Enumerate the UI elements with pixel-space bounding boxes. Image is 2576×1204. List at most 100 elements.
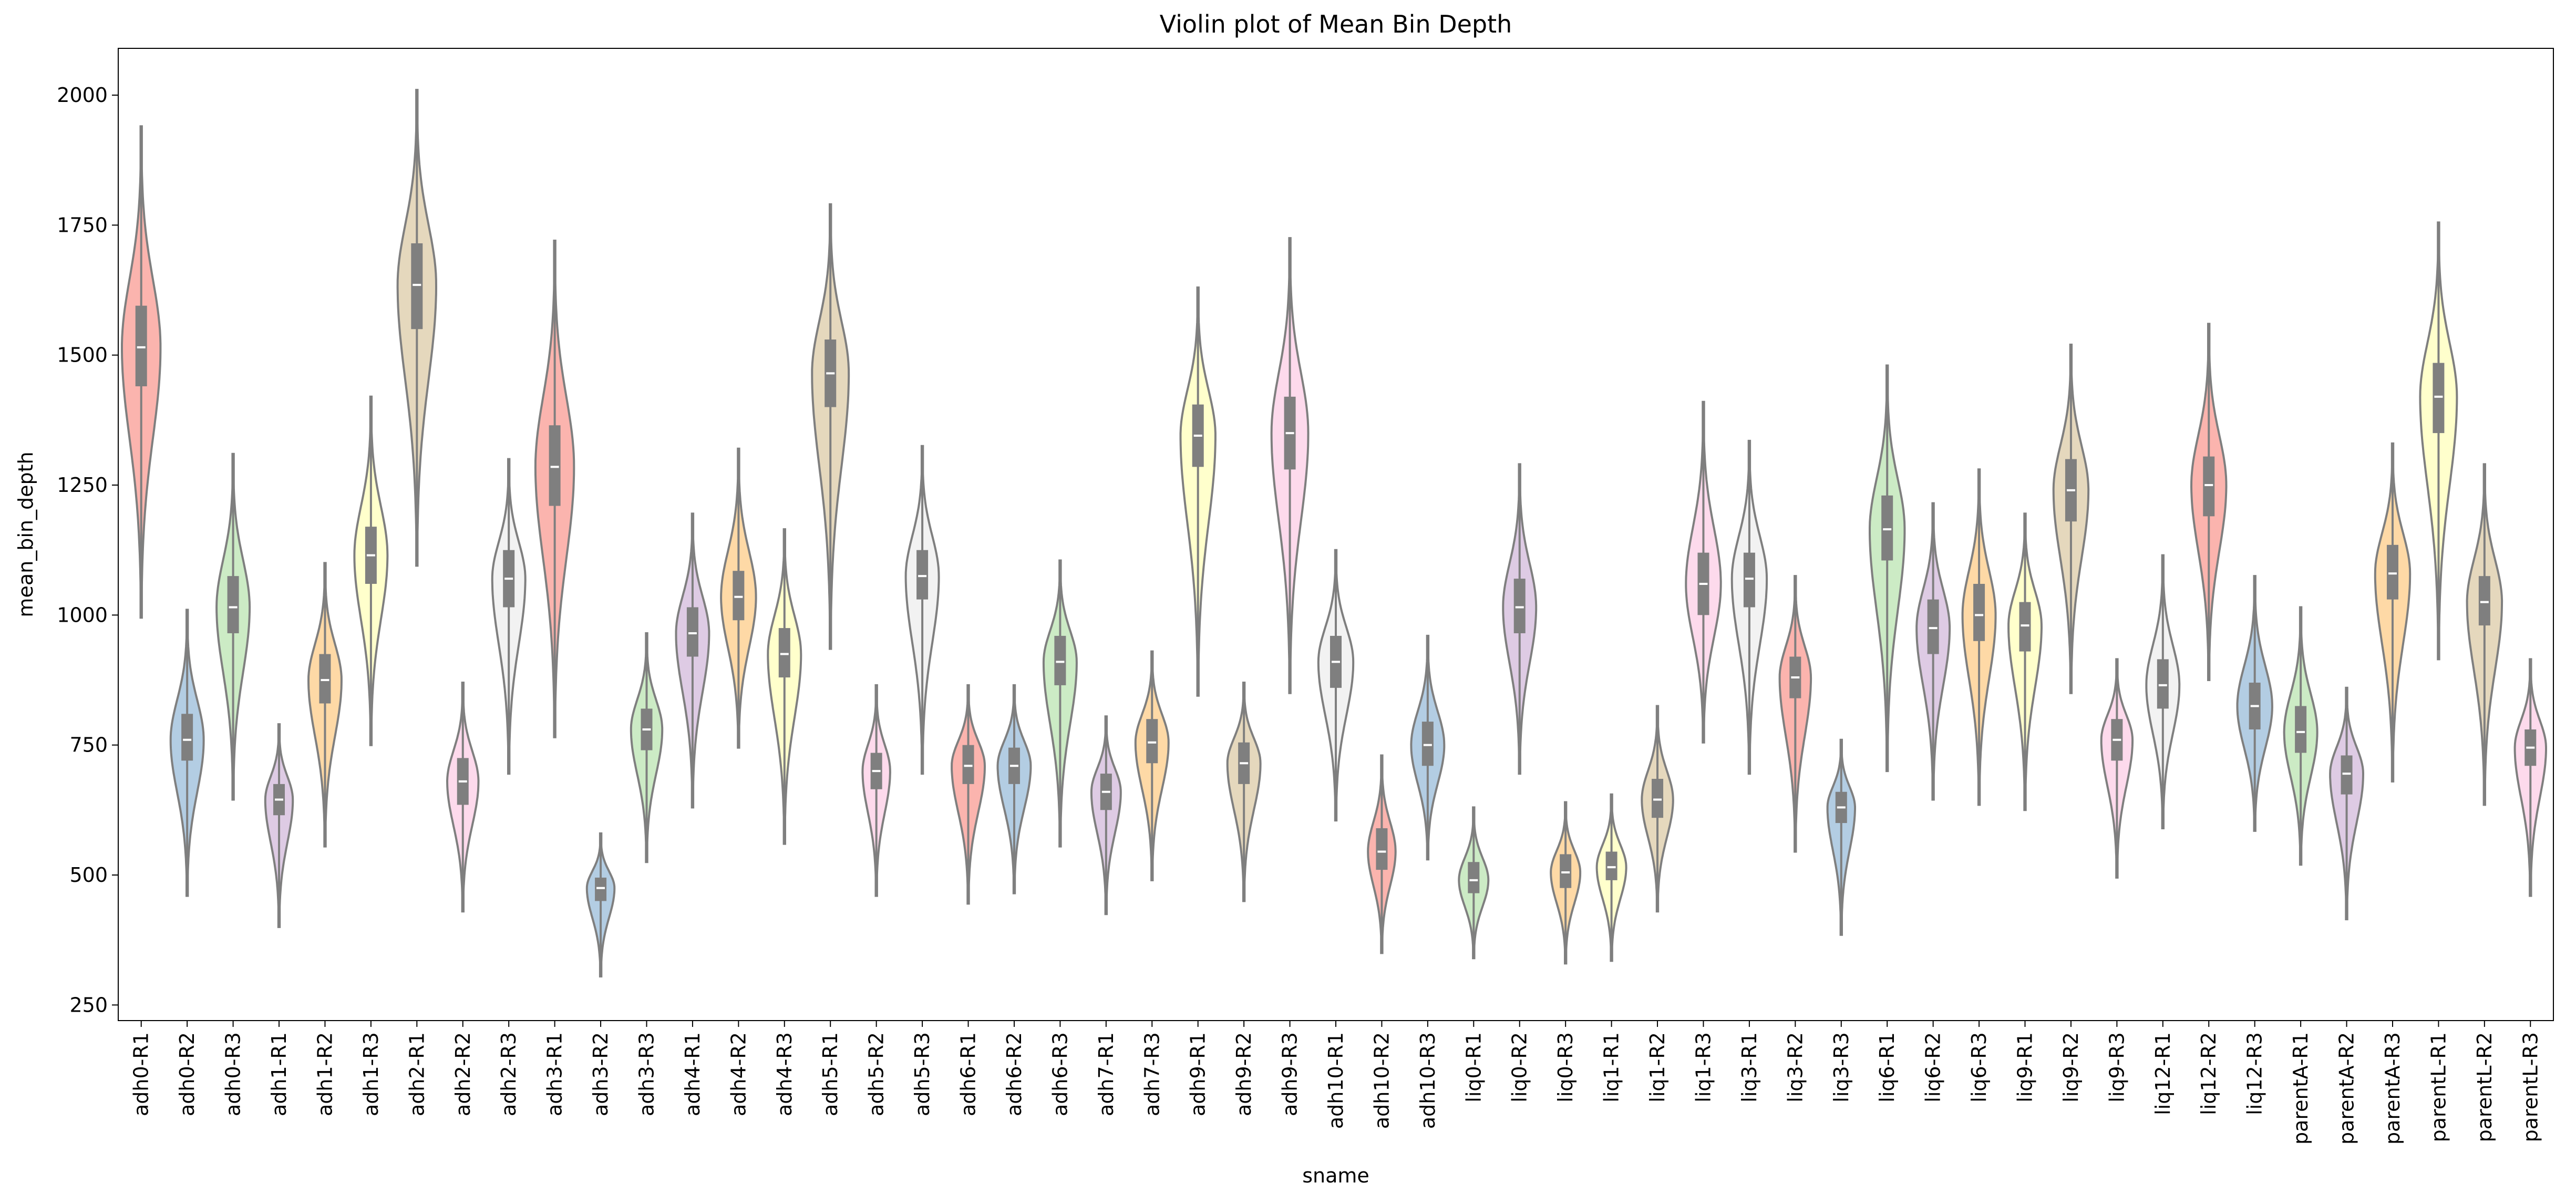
violin-iqr-box xyxy=(1560,854,1572,888)
violin-iqr-box xyxy=(2433,363,2445,434)
x-tick-label: adh5-R2 xyxy=(865,1032,888,1116)
violin-iqr-box xyxy=(1605,851,1617,880)
violin-iqr-box xyxy=(1376,828,1388,870)
violin-iqr-box xyxy=(2203,456,2215,517)
y-tick-label: 500 xyxy=(69,863,108,887)
x-tick-label: parentA-R2 xyxy=(2335,1032,2358,1145)
y-tick-label: 1500 xyxy=(57,344,108,367)
x-tick-label: adh1-R3 xyxy=(359,1032,383,1116)
x-axis: adh0-R1 adh0-R2 adh0-R3 adh1-R1 adh1-R2 adh1-… xyxy=(130,1021,2542,1145)
violin-iqr-box xyxy=(595,877,607,901)
plot-area xyxy=(121,89,2547,977)
violin-iqr-box xyxy=(733,571,745,621)
violin-iqr-box xyxy=(686,607,698,657)
x-tick-label: liq0-R2 xyxy=(1508,1032,1531,1103)
violin-iqr-box xyxy=(2478,576,2490,626)
x-tick-label: adh0-R1 xyxy=(130,1032,153,1116)
x-tick-label: liq3-R2 xyxy=(1784,1032,1807,1103)
violin-iqr-box xyxy=(2019,602,2031,652)
violin-iqr-box xyxy=(2295,706,2307,753)
y-tick-label: 250 xyxy=(69,993,108,1016)
chart-title: Violin plot of Mean Bin Depth xyxy=(1160,10,1512,38)
x-tick-label: parentA-R1 xyxy=(2289,1032,2312,1145)
x-tick-label: adh10-R2 xyxy=(1370,1032,1393,1129)
x-tick-label: parentA-R3 xyxy=(2381,1032,2404,1145)
y-tick-label: 1750 xyxy=(57,213,108,236)
violin-iqr-box xyxy=(1468,862,1480,893)
violin-iqr-box xyxy=(1421,722,1434,766)
x-tick-label: adh1-R1 xyxy=(267,1032,291,1116)
violin-iqr-box xyxy=(916,550,929,600)
x-tick-label: adh4-R3 xyxy=(773,1032,796,1116)
violin-iqr-box xyxy=(549,425,561,506)
x-tick-label: adh10-R3 xyxy=(1416,1032,1439,1129)
x-tick-label: adh0-R3 xyxy=(222,1032,245,1116)
x-tick-label: adh6-R3 xyxy=(1048,1032,1071,1116)
x-tick-label: adh7-R3 xyxy=(1140,1032,1163,1116)
x-tick-label: liq0-R3 xyxy=(1554,1032,1577,1103)
x-tick-label: adh4-R2 xyxy=(727,1032,750,1116)
violin-iqr-box xyxy=(1973,583,1985,641)
x-tick-label: adh9-R1 xyxy=(1187,1032,1210,1116)
x-tick-label: adh10-R1 xyxy=(1324,1032,1347,1129)
x-tick-label: adh7-R1 xyxy=(1095,1032,1118,1116)
violin-iqr-box xyxy=(411,243,423,330)
y-tick-label: 1250 xyxy=(57,474,108,497)
x-tick-label: parentL-R1 xyxy=(2427,1032,2450,1142)
violin-iqr-box xyxy=(1513,579,1526,633)
violin-iqr-box xyxy=(1743,552,1755,608)
x-tick-label: adh5-R3 xyxy=(911,1032,934,1116)
x-tick-label: adh5-R1 xyxy=(819,1032,842,1116)
x-tick-label: liq12-R3 xyxy=(2243,1032,2266,1115)
x-tick-label: adh2-R3 xyxy=(497,1032,520,1116)
x-tick-label: adh6-R2 xyxy=(1003,1032,1026,1116)
x-tick-label: parentL-R2 xyxy=(2473,1032,2496,1142)
y-tick-label: 2000 xyxy=(57,84,108,107)
x-tick-label: liq3-R3 xyxy=(1830,1032,1853,1103)
violin-iqr-box xyxy=(962,745,974,784)
violin-iqr-box xyxy=(1652,778,1664,818)
x-tick-label: liq12-R2 xyxy=(2197,1032,2220,1115)
violin-iqr-box xyxy=(2341,755,2353,795)
x-tick-label: liq9-R2 xyxy=(2059,1032,2083,1103)
y-axis-label: mean_bin_depth xyxy=(14,451,37,617)
violin-iqr-box xyxy=(227,576,239,633)
violin-iqr-box xyxy=(2157,659,2169,709)
violin-iqr-box xyxy=(1054,635,1066,685)
x-axis-label: sname xyxy=(1302,1164,1369,1187)
y-tick-label: 750 xyxy=(69,734,108,757)
x-tick-label: adh3-R1 xyxy=(543,1032,566,1116)
x-tick-label: adh2-R1 xyxy=(405,1032,428,1116)
x-tick-label: liq6-R3 xyxy=(1967,1032,1991,1103)
x-tick-label: liq1-R2 xyxy=(1646,1032,1669,1103)
x-tick-label: liq1-R3 xyxy=(1692,1032,1715,1103)
x-tick-label: adh4-R1 xyxy=(681,1032,704,1116)
violin-iqr-box xyxy=(2386,544,2398,600)
y-axis: 250 500 750 1000 1250 1500 1750 2000 xyxy=(57,84,118,1016)
y-tick-label: 1000 xyxy=(57,603,108,626)
x-tick-label: liq1-R1 xyxy=(1600,1032,1623,1103)
x-tick-label: parentL-R3 xyxy=(2519,1032,2542,1142)
x-tick-label: liq6-R1 xyxy=(1876,1032,1899,1103)
plot-frame xyxy=(118,48,2554,1021)
violin-iqr-box xyxy=(778,628,790,678)
x-tick-label: liq9-R1 xyxy=(2014,1032,2037,1103)
violin-iqr-box xyxy=(1927,599,1939,654)
x-tick-label: liq6-R2 xyxy=(1922,1032,1945,1103)
x-tick-label: liq12-R1 xyxy=(2151,1032,2175,1115)
x-tick-label: adh3-R3 xyxy=(635,1032,658,1116)
x-tick-label: adh3-R2 xyxy=(589,1032,612,1116)
x-tick-label: liq9-R3 xyxy=(2105,1032,2128,1103)
violin-iqr-box xyxy=(135,305,147,387)
x-tick-label: adh9-R3 xyxy=(1279,1032,1302,1116)
x-tick-label: adh1-R2 xyxy=(313,1032,336,1116)
x-tick-label: liq3-R1 xyxy=(1738,1032,1761,1103)
x-tick-label: liq0-R1 xyxy=(1462,1032,1485,1103)
violin-iqr-box xyxy=(319,654,331,704)
violin-iqr-box xyxy=(1146,719,1158,764)
x-tick-label: adh9-R2 xyxy=(1232,1032,1255,1116)
violin-iqr-box xyxy=(1881,495,1893,561)
x-tick-label: adh0-R2 xyxy=(176,1032,199,1116)
x-tick-label: adh6-R1 xyxy=(957,1032,980,1116)
